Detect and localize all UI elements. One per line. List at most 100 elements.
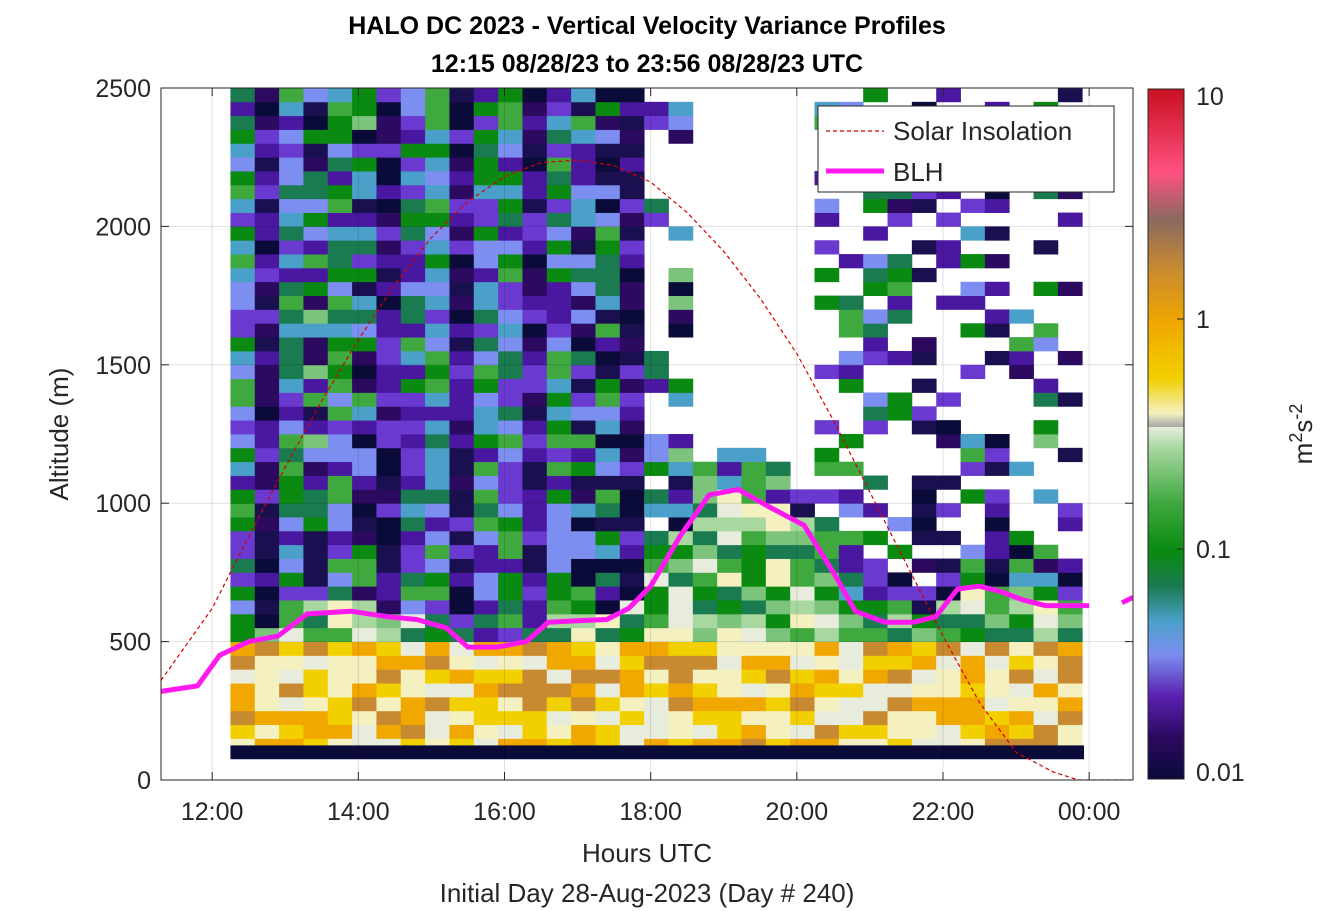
heatmap-cell	[692, 696, 718, 712]
heatmap-cell	[376, 420, 402, 435]
heatmap-cell	[327, 254, 353, 269]
heatmap-cell	[814, 600, 840, 615]
heatmap-cell	[473, 281, 499, 296]
heatmap-cell	[254, 558, 280, 573]
heatmap-cell	[984, 558, 1010, 573]
heatmap-cell	[400, 572, 426, 587]
heatmap-cell	[498, 198, 523, 213]
heatmap-cell	[376, 683, 402, 698]
heatmap-cell	[571, 157, 596, 172]
heatmap-cell	[303, 392, 329, 407]
heatmap-cell	[838, 641, 864, 656]
heatmap-cell	[230, 101, 256, 117]
x-tick-label: 12:00	[181, 798, 244, 826]
heatmap-cell	[473, 627, 499, 642]
heatmap-cell	[498, 558, 523, 573]
heatmap-cell	[765, 669, 791, 684]
heatmap-cell	[376, 572, 402, 587]
heatmap-cell	[838, 461, 864, 476]
heatmap-cell	[936, 710, 961, 726]
heatmap-cell	[449, 171, 475, 186]
heatmap-cell	[303, 434, 329, 449]
heatmap-cell	[644, 364, 669, 380]
heatmap-cell	[449, 337, 475, 352]
heatmap-cell	[887, 350, 913, 366]
heatmap-cell	[838, 323, 864, 338]
heatmap-cell	[1009, 337, 1034, 352]
heatmap-cell	[571, 254, 596, 269]
heatmap-cell	[230, 240, 256, 255]
heatmap-cell	[376, 710, 402, 726]
heatmap-cell	[230, 600, 256, 615]
heatmap-cell	[400, 143, 426, 158]
heatmap-cell	[400, 669, 426, 684]
heatmap-cell	[400, 129, 426, 144]
heatmap-cell	[303, 295, 329, 310]
heatmap-cell	[522, 157, 548, 172]
heatmap-cell	[571, 309, 596, 324]
heatmap-cell	[1009, 613, 1034, 629]
heatmap-cell	[984, 669, 1010, 684]
heatmap-cell	[668, 503, 694, 518]
heatmap-cell	[230, 558, 256, 573]
heatmap-cell	[595, 254, 621, 269]
heatmap-cell	[960, 489, 986, 504]
heatmap-cell	[473, 129, 499, 144]
heatmap-cell	[619, 683, 645, 698]
heatmap-cell	[425, 461, 450, 476]
heatmap-cell	[522, 489, 548, 504]
heatmap-cell	[546, 517, 572, 532]
heatmap-cell	[595, 655, 621, 670]
heatmap-cell	[984, 434, 1010, 449]
heatmap-cell	[644, 101, 669, 117]
blh-line	[161, 486, 1090, 694]
heatmap-cell	[887, 696, 913, 712]
heatmap-cell	[838, 309, 864, 324]
colorbar: 0.01 0.1 1 10 m2s-2	[1147, 83, 1318, 787]
heatmap-cell	[717, 683, 742, 698]
heatmap-cell	[522, 613, 548, 629]
heatmap-cell	[303, 406, 329, 421]
heatmap-cell	[352, 295, 377, 310]
heatmap-cell	[352, 198, 377, 213]
heatmap-cell	[571, 669, 596, 684]
heatmap-cell	[522, 447, 548, 463]
heatmap-cell	[668, 683, 694, 698]
heatmap-cell	[400, 309, 426, 324]
heatmap-cell	[303, 447, 329, 463]
heatmap-cell	[425, 600, 450, 615]
heatmap-cell	[765, 475, 791, 490]
heatmap-cell	[619, 420, 645, 435]
heatmap-cell	[765, 558, 791, 573]
heatmap-cell	[473, 267, 499, 283]
heatmap-cell	[376, 240, 402, 255]
heatmap-cell	[327, 475, 353, 490]
heatmap-cell	[887, 600, 913, 615]
heatmap-cell	[838, 295, 864, 310]
heatmap-cell	[571, 710, 596, 726]
heatmap-cell	[619, 212, 645, 227]
heatmap-cell	[498, 600, 523, 615]
heatmap-cell	[960, 572, 986, 587]
heatmap-cell	[473, 392, 499, 407]
heatmap-cell	[911, 683, 937, 698]
heatmap-cell	[449, 88, 475, 103]
heatmap-cell	[327, 530, 353, 546]
heatmap-cell	[668, 295, 694, 310]
heatmap-cell	[595, 572, 621, 587]
heatmap-cell	[230, 129, 256, 144]
heatmap-cell	[546, 88, 572, 103]
heatmap-cell	[546, 129, 572, 144]
heatmap-cell	[498, 655, 523, 670]
heatmap-cell	[1033, 281, 1059, 296]
heatmap-cell	[571, 115, 596, 130]
heatmap-cell	[546, 434, 572, 449]
heatmap-cell	[863, 641, 888, 656]
heatmap-cell	[936, 669, 961, 684]
heatmap-cell	[376, 503, 402, 518]
heatmap-cell	[644, 378, 669, 393]
heatmap-cell	[352, 627, 377, 642]
heatmap-cell	[449, 198, 475, 213]
heatmap-cell	[765, 544, 791, 559]
